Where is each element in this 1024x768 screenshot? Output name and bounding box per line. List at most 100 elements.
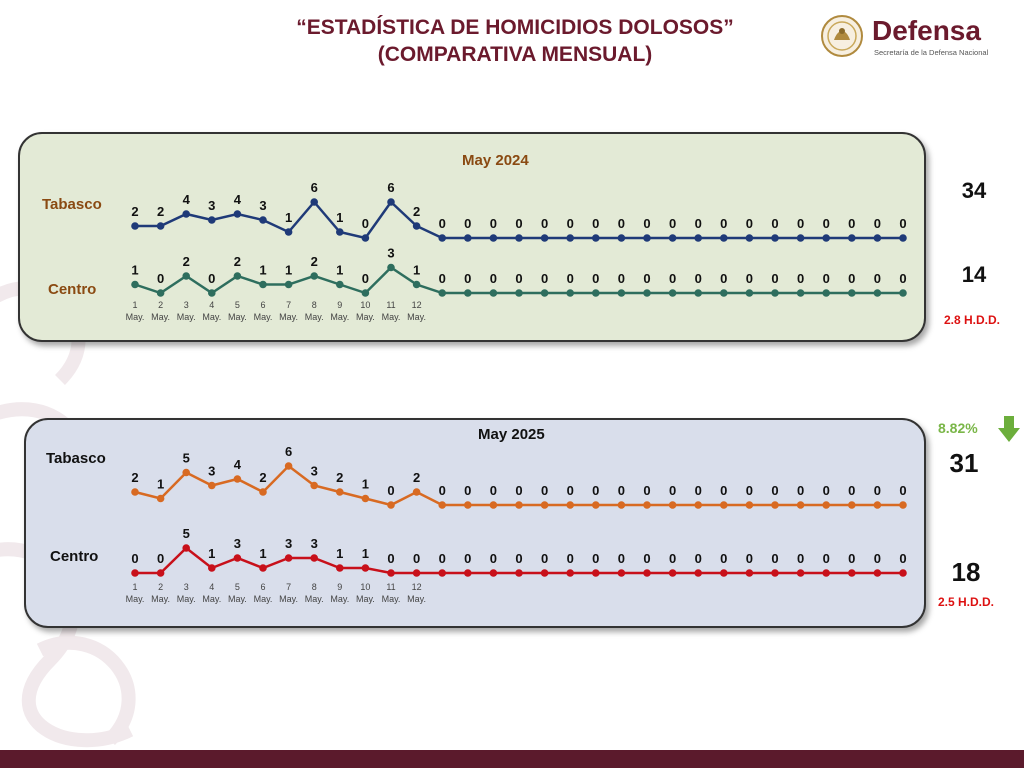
data-point-tabasco-2024	[182, 210, 190, 218]
data-label-centro-2025: 5	[183, 526, 190, 541]
brand-subtitle: Secretaría de la Defensa Nacional	[874, 48, 989, 57]
data-point-tabasco-2024	[156, 222, 165, 230]
data-label-tabasco-2024: 3	[208, 198, 215, 213]
data-point-centro-2024	[182, 272, 190, 280]
data-point-centro-2025	[899, 569, 907, 577]
data-point-centro-2024	[720, 289, 728, 297]
data-label-centro-2025: 0	[131, 551, 138, 566]
data-point-centro-2024	[617, 289, 626, 297]
data-label-tabasco-2025: 0	[490, 483, 497, 498]
x-tick-sublabel: May.	[228, 312, 247, 322]
data-label-tabasco-2025: 3	[311, 464, 318, 479]
data-point-tabasco-2024	[720, 234, 728, 242]
data-point-centro-2025	[848, 569, 856, 577]
data-point-centro-2025	[464, 569, 472, 577]
data-point-centro-2025	[566, 569, 574, 577]
data-label-tabasco-2025: 5	[183, 451, 190, 466]
data-point-tabasco-2025	[131, 488, 139, 496]
data-label-centro-2025: 0	[618, 551, 625, 566]
data-label-centro-2025: 0	[439, 551, 446, 566]
data-point-centro-2024	[771, 289, 779, 297]
data-label-tabasco-2024: 6	[311, 180, 318, 195]
data-label-centro-2025: 0	[387, 551, 394, 566]
data-point-tabasco-2025	[464, 501, 472, 509]
data-point-tabasco-2025	[694, 501, 702, 509]
data-label-tabasco-2024: 0	[541, 216, 548, 231]
data-point-tabasco-2025	[745, 501, 754, 509]
data-label-tabasco-2024: 1	[285, 210, 292, 225]
rate-centro-2025: 2.5 H.D.D.	[937, 595, 994, 609]
data-point-tabasco-2025	[515, 501, 523, 509]
data-point-centro-2024	[668, 289, 677, 297]
x-tick-label: 5	[235, 300, 240, 310]
data-label-centro-2025: 1	[259, 546, 266, 561]
data-label-centro-2025: 0	[823, 551, 830, 566]
data-point-centro-2025	[668, 569, 677, 577]
x-tick-sublabel: May.	[356, 312, 375, 322]
data-label-tabasco-2025: 1	[157, 477, 164, 492]
data-point-centro-2024	[540, 289, 549, 297]
x-tick-label: 7	[286, 582, 291, 592]
data-label-tabasco-2025: 2	[259, 470, 266, 485]
data-point-centro-2025	[182, 544, 190, 552]
data-point-centro-2024	[566, 289, 574, 297]
data-point-tabasco-2024	[284, 228, 293, 236]
data-label-tabasco-2025: 0	[592, 483, 599, 498]
data-label-tabasco-2024: 0	[746, 216, 753, 231]
data-label-centro-2025: 0	[515, 551, 522, 566]
data-label-centro-2025: 0	[643, 551, 650, 566]
x-tick-sublabel: May.	[407, 594, 426, 604]
rate-centro-2024: 2.8 H.D.D.	[943, 313, 1000, 327]
data-label-centro-2025: 0	[464, 551, 471, 566]
data-label-centro-2025: 0	[746, 551, 753, 566]
data-label-centro-2025: 0	[771, 551, 778, 566]
data-point-tabasco-2025	[438, 501, 447, 509]
data-label-centro-2024: 0	[848, 271, 855, 286]
data-label-tabasco-2025: 2	[413, 470, 420, 485]
data-label-centro-2025: 0	[874, 551, 881, 566]
data-point-tabasco-2024	[592, 234, 600, 242]
data-label-tabasco-2024: 0	[439, 216, 446, 231]
data-label-centro-2025: 0	[567, 551, 574, 566]
data-label-centro-2024: 2	[183, 254, 190, 269]
data-point-centro-2025	[489, 569, 498, 577]
x-tick-sublabel: May.	[177, 594, 196, 604]
x-tick-sublabel: May.	[330, 594, 349, 604]
x-tick-sublabel: May.	[305, 312, 324, 322]
data-label-centro-2024: 0	[157, 271, 164, 286]
data-label-centro-2024: 0	[899, 271, 906, 286]
data-label-tabasco-2024: 4	[183, 192, 191, 207]
data-point-centro-2024	[515, 289, 523, 297]
x-tick-sublabel: May.	[305, 594, 324, 604]
data-label-centro-2024: 1	[285, 263, 292, 278]
data-label-centro-2024: 1	[259, 263, 266, 278]
data-point-centro-2024	[796, 289, 805, 297]
panel-may-2025	[24, 418, 926, 628]
data-point-centro-2024	[694, 289, 702, 297]
row-label-centro-2024: Centro	[48, 281, 97, 298]
x-tick-label: 7	[286, 300, 291, 310]
data-label-tabasco-2025: 3	[208, 464, 215, 479]
data-point-centro-2024	[412, 280, 421, 289]
brand-name: Defensa	[872, 15, 981, 46]
data-label-tabasco-2025: 0	[797, 483, 804, 498]
x-tick-label: 3	[184, 582, 189, 592]
data-label-centro-2024: 0	[669, 271, 676, 286]
data-point-tabasco-2024	[515, 234, 523, 242]
data-label-centro-2024: 0	[541, 271, 548, 286]
data-point-centro-2025	[617, 569, 626, 577]
data-label-centro-2024: 0	[208, 271, 215, 286]
data-label-centro-2024: 1	[131, 263, 138, 278]
data-point-tabasco-2024	[208, 216, 216, 224]
data-point-tabasco-2025	[182, 468, 190, 477]
data-label-centro-2025: 0	[157, 551, 164, 566]
data-label-centro-2025: 1	[336, 546, 343, 561]
arrow-down-icon	[998, 416, 1020, 442]
data-point-centro-2025	[771, 569, 779, 577]
data-label-centro-2025: 0	[899, 551, 906, 566]
defensa-logo: Defensa Secretaría de la Defensa Naciona…	[820, 14, 1010, 64]
data-label-tabasco-2025: 0	[874, 483, 881, 498]
x-tick-sublabel: May.	[126, 594, 145, 604]
data-label-tabasco-2024: 0	[771, 216, 778, 231]
